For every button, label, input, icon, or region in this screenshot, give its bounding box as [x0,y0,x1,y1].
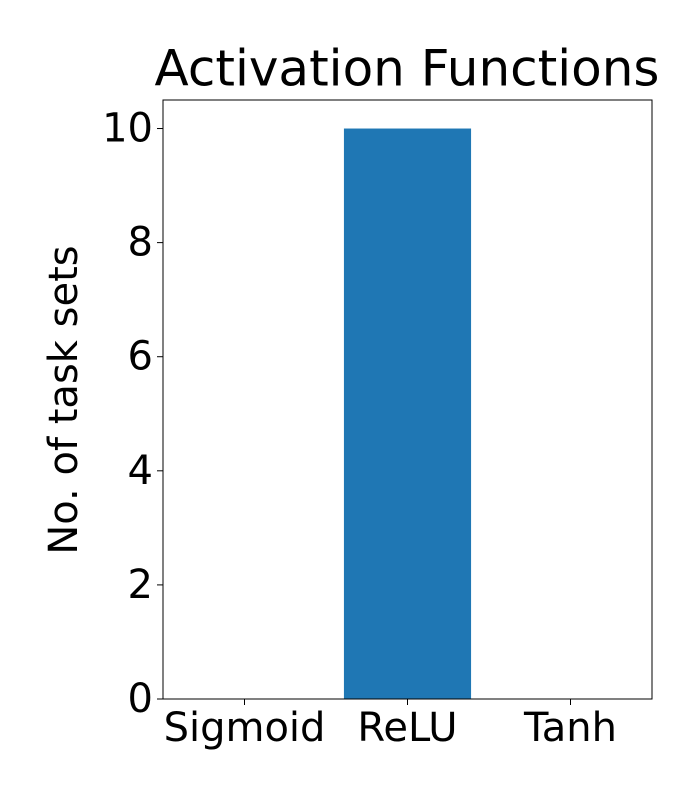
x-tick-label: Tanh [523,705,617,751]
y-tick-label: 0 [128,676,153,722]
plot-frame [162,99,653,700]
x-tick-label: ReLU [357,705,457,751]
x-tick-label: Sigmoid [164,705,326,751]
y-axis-label: No. of task sets [41,245,87,554]
bar [343,128,472,699]
y-tick-label: 2 [128,562,153,608]
y-tick-label: 4 [128,448,153,494]
chart-title: Activation Functions [155,40,660,98]
y-tick-label: 10 [102,106,153,152]
y-tick-label: 6 [128,334,153,380]
y-tick-label: 8 [128,220,153,266]
